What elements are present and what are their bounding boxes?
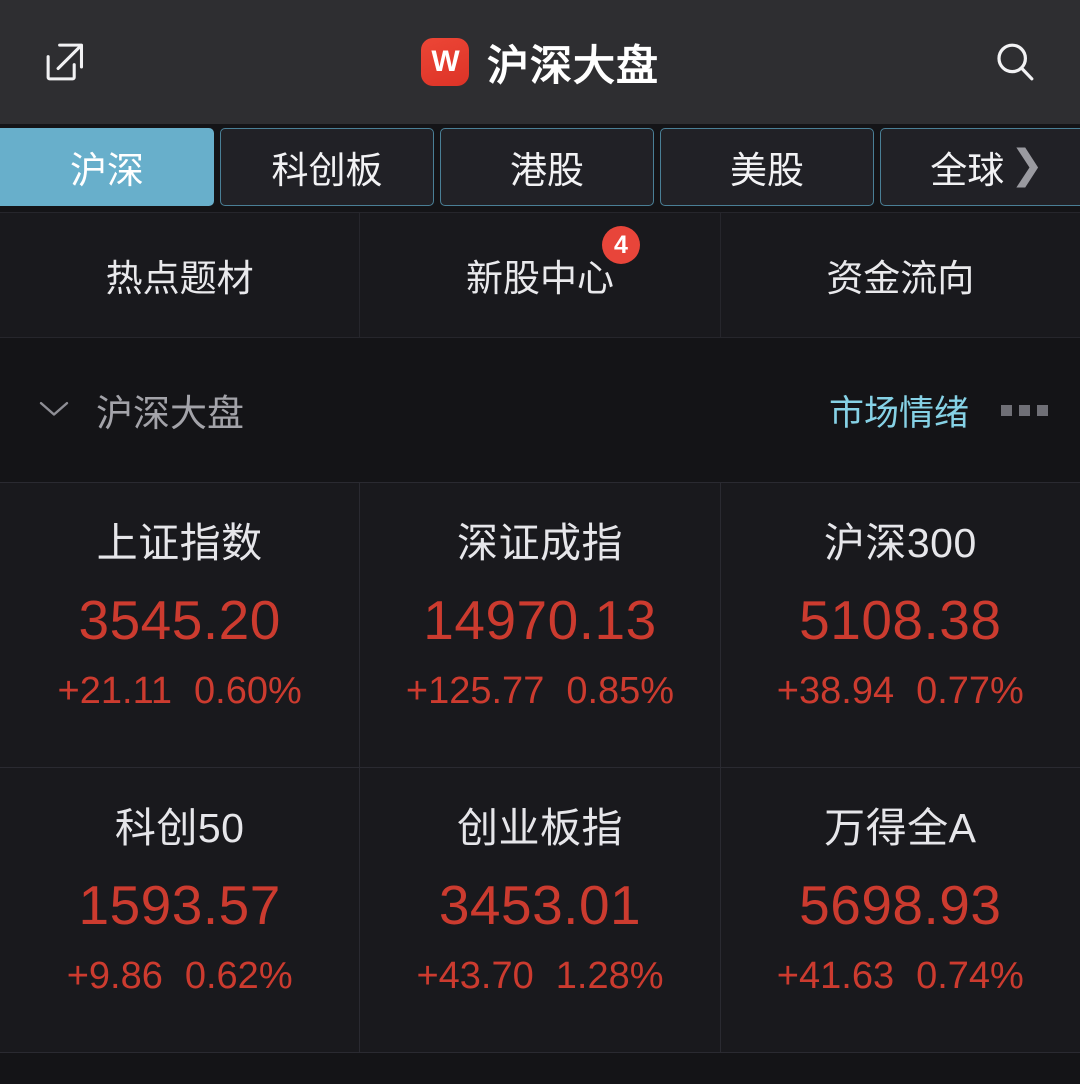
- tab-label: 港股: [510, 150, 584, 191]
- nav-label-wrap: 资金流向: [826, 248, 974, 302]
- index-grid: 上证指数 3545.20 +21.11 0.60% 深证成指 14970.13 …: [0, 482, 1080, 1053]
- chevron-down-icon[interactable]: [34, 395, 74, 426]
- tab-quanqiu[interactable]: 全球 ❯: [880, 128, 1080, 206]
- index-change-group: +21.11 0.60%: [57, 669, 302, 713]
- index-price: 3453.01: [438, 874, 642, 937]
- nav-label-wrap: 新股中心 4: [465, 226, 640, 302]
- index-card-shenzhen-component[interactable]: 深证成指 14970.13 +125.77 0.85%: [359, 483, 720, 767]
- page-title: 沪深大盘: [486, 41, 660, 89]
- index-card-chinext[interactable]: 创业板指 3453.01 +43.70 1.28%: [359, 768, 720, 1052]
- page-bottom-space: [0, 1053, 1080, 1084]
- market-tab-bar[interactable]: 沪深 科创板 港股 美股 全球 ❯: [0, 124, 1080, 212]
- index-change-absolute: +9.86: [66, 954, 163, 997]
- index-grid-row: 科创50 1593.57 +9.86 0.62% 创业板指 3453.01 +4…: [0, 768, 1080, 1053]
- notification-badge: 4: [601, 226, 640, 264]
- external-link-icon[interactable]: [34, 31, 96, 93]
- index-change-percent: 0.77%: [916, 669, 1024, 712]
- index-change-absolute: +125.77: [405, 669, 545, 712]
- tab-meigu[interactable]: 美股: [660, 128, 874, 206]
- index-change-percent: 0.62%: [184, 954, 293, 997]
- tab-label: 科创板: [271, 150, 383, 191]
- index-change-absolute: +41.63: [776, 954, 895, 997]
- index-name: 上证指数: [96, 520, 263, 566]
- app-header: W 沪深大盘: [0, 0, 1080, 124]
- header-title-group: W 沪深大盘: [420, 32, 660, 93]
- tab-label: 沪深: [70, 150, 144, 191]
- index-change-percent: 1.28%: [555, 954, 664, 997]
- index-card-csi300[interactable]: 沪深300 5108.38 +38.94 0.77%: [719, 483, 1080, 767]
- index-card-star50[interactable]: 科创50 1593.57 +9.86 0.62%: [0, 768, 360, 1052]
- search-icon[interactable]: [984, 31, 1046, 93]
- index-card-shanghai-composite[interactable]: 上证指数 3545.20 +21.11 0.60%: [0, 483, 360, 767]
- index-price: 1593.57: [78, 874, 281, 937]
- index-name: 科创50: [114, 805, 245, 851]
- index-change-percent: 0.85%: [566, 669, 675, 712]
- index-name: 万得全A: [824, 805, 977, 851]
- section-title: 沪深大盘: [96, 393, 244, 434]
- index-change-absolute: +38.94: [776, 669, 895, 712]
- dot: [1019, 404, 1030, 416]
- index-change-percent: 0.74%: [916, 954, 1024, 997]
- index-price: 14970.13: [423, 589, 657, 652]
- nav-item-new-stock-center[interactable]: 新股中心 4: [359, 213, 719, 337]
- index-price: 3545.20: [78, 589, 281, 652]
- section-header: 沪深大盘 市场情绪: [0, 338, 1080, 482]
- index-card-wind-all-a[interactable]: 万得全A 5698.93 +41.63 0.74%: [719, 768, 1080, 1052]
- nav-item-label: 资金流向: [826, 258, 975, 299]
- index-change-group: +43.70 1.28%: [416, 954, 664, 998]
- nav-item-label: 热点题材: [105, 258, 254, 299]
- dot: [1001, 404, 1012, 416]
- nav-item-hot-topics[interactable]: 热点题材: [0, 213, 359, 337]
- tab-hushen[interactable]: 沪深: [0, 128, 214, 206]
- dot: [1037, 404, 1048, 416]
- quick-nav-row: 热点题材 新股中心 4 资金流向: [0, 212, 1080, 338]
- nav-label-wrap: 热点题材: [106, 248, 254, 302]
- index-change-percent: 0.60%: [194, 669, 302, 712]
- index-price: 5698.93: [799, 874, 1002, 937]
- index-change-group: +9.86 0.62%: [66, 954, 293, 998]
- index-change-absolute: +43.70: [416, 954, 534, 997]
- section-header-right: 市场情绪: [829, 385, 1050, 436]
- chevron-right-icon: ❯: [1010, 143, 1044, 187]
- tab-label: 全球: [930, 150, 1005, 191]
- index-change-group: +125.77 0.85%: [405, 669, 675, 713]
- tab-label: 美股: [730, 150, 804, 191]
- tab-ganggu[interactable]: 港股: [440, 128, 654, 206]
- index-price: 5108.38: [799, 589, 1002, 652]
- section-header-left[interactable]: 沪深大盘: [34, 383, 244, 437]
- wind-logo-icon: W: [420, 38, 469, 86]
- index-grid-row: 上证指数 3545.20 +21.11 0.60% 深证成指 14970.13 …: [0, 483, 1080, 768]
- index-change-group: +41.63 0.74%: [776, 954, 1024, 998]
- nav-item-label: 新股中心: [465, 258, 614, 299]
- index-name: 深证成指: [456, 520, 623, 566]
- nav-item-capital-flow[interactable]: 资金流向: [719, 213, 1080, 337]
- index-name: 创业板指: [456, 805, 623, 851]
- index-change-group: +38.94 0.77%: [776, 669, 1024, 713]
- index-change-absolute: +21.11: [57, 669, 173, 712]
- market-sentiment-link[interactable]: 市场情绪: [828, 393, 969, 433]
- tab-kechuangban[interactable]: 科创板: [220, 128, 434, 206]
- index-name: 沪深300: [823, 520, 977, 566]
- more-dots-icon[interactable]: [999, 395, 1050, 426]
